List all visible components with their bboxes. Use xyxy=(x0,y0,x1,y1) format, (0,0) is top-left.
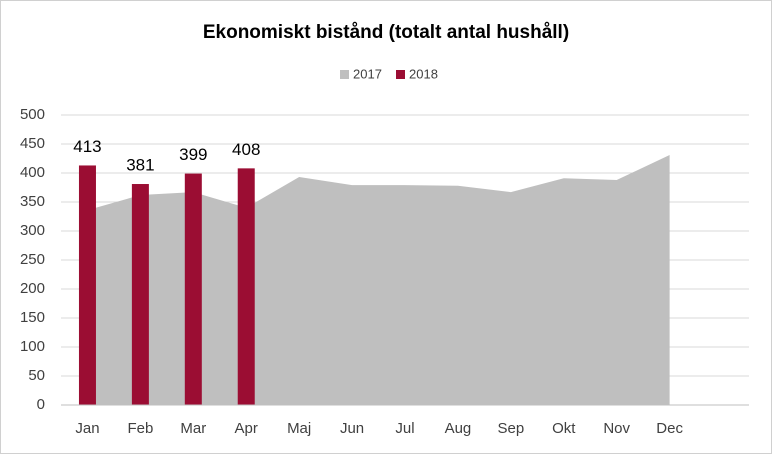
x-tick-label: Feb xyxy=(127,420,153,437)
x-tick-label: Dec xyxy=(656,420,683,437)
x-tick-label: Nov xyxy=(603,420,630,437)
bar xyxy=(78,165,96,405)
area xyxy=(87,155,670,405)
y-tick-label: 350 xyxy=(20,193,45,210)
x-tick-label: Jul xyxy=(395,420,414,437)
legend-label: 2017 xyxy=(353,66,382,81)
x-tick-label: Jun xyxy=(340,420,364,437)
x-tick-label: Sep xyxy=(497,420,524,437)
x-tick-label: Maj xyxy=(287,420,311,437)
x-tick-label: Mar xyxy=(180,420,206,437)
legend-label: 2018 xyxy=(409,66,438,81)
x-tick-label: Okt xyxy=(552,420,576,437)
y-tick-label: 250 xyxy=(20,251,45,268)
y-tick-label: 300 xyxy=(20,222,45,239)
bar xyxy=(184,173,202,405)
x-tick-label: Aug xyxy=(445,420,472,437)
bar xyxy=(131,184,149,405)
value-label: 408 xyxy=(232,140,260,159)
x-tick-label: Apr xyxy=(235,420,258,437)
y-tick-label: 100 xyxy=(20,338,45,355)
y-tick-label: 400 xyxy=(20,164,45,181)
bar xyxy=(237,168,255,405)
y-tick-label: 50 xyxy=(28,367,45,384)
legend-swatch xyxy=(396,70,405,79)
legend-swatch xyxy=(340,70,349,79)
y-tick-label: 500 xyxy=(20,106,45,123)
value-label: 399 xyxy=(179,145,207,164)
y-tick-label: 450 xyxy=(20,135,45,152)
value-label: 381 xyxy=(126,156,154,175)
y-tick-label: 0 xyxy=(37,396,45,413)
y-tick-label: 200 xyxy=(20,280,45,297)
value-label: 413 xyxy=(73,137,101,156)
y-tick-label: 150 xyxy=(20,309,45,326)
x-tick-label: Jan xyxy=(75,420,99,437)
chart-title: Ekonomiskt bistånd (totalt antal hushåll… xyxy=(203,22,569,43)
